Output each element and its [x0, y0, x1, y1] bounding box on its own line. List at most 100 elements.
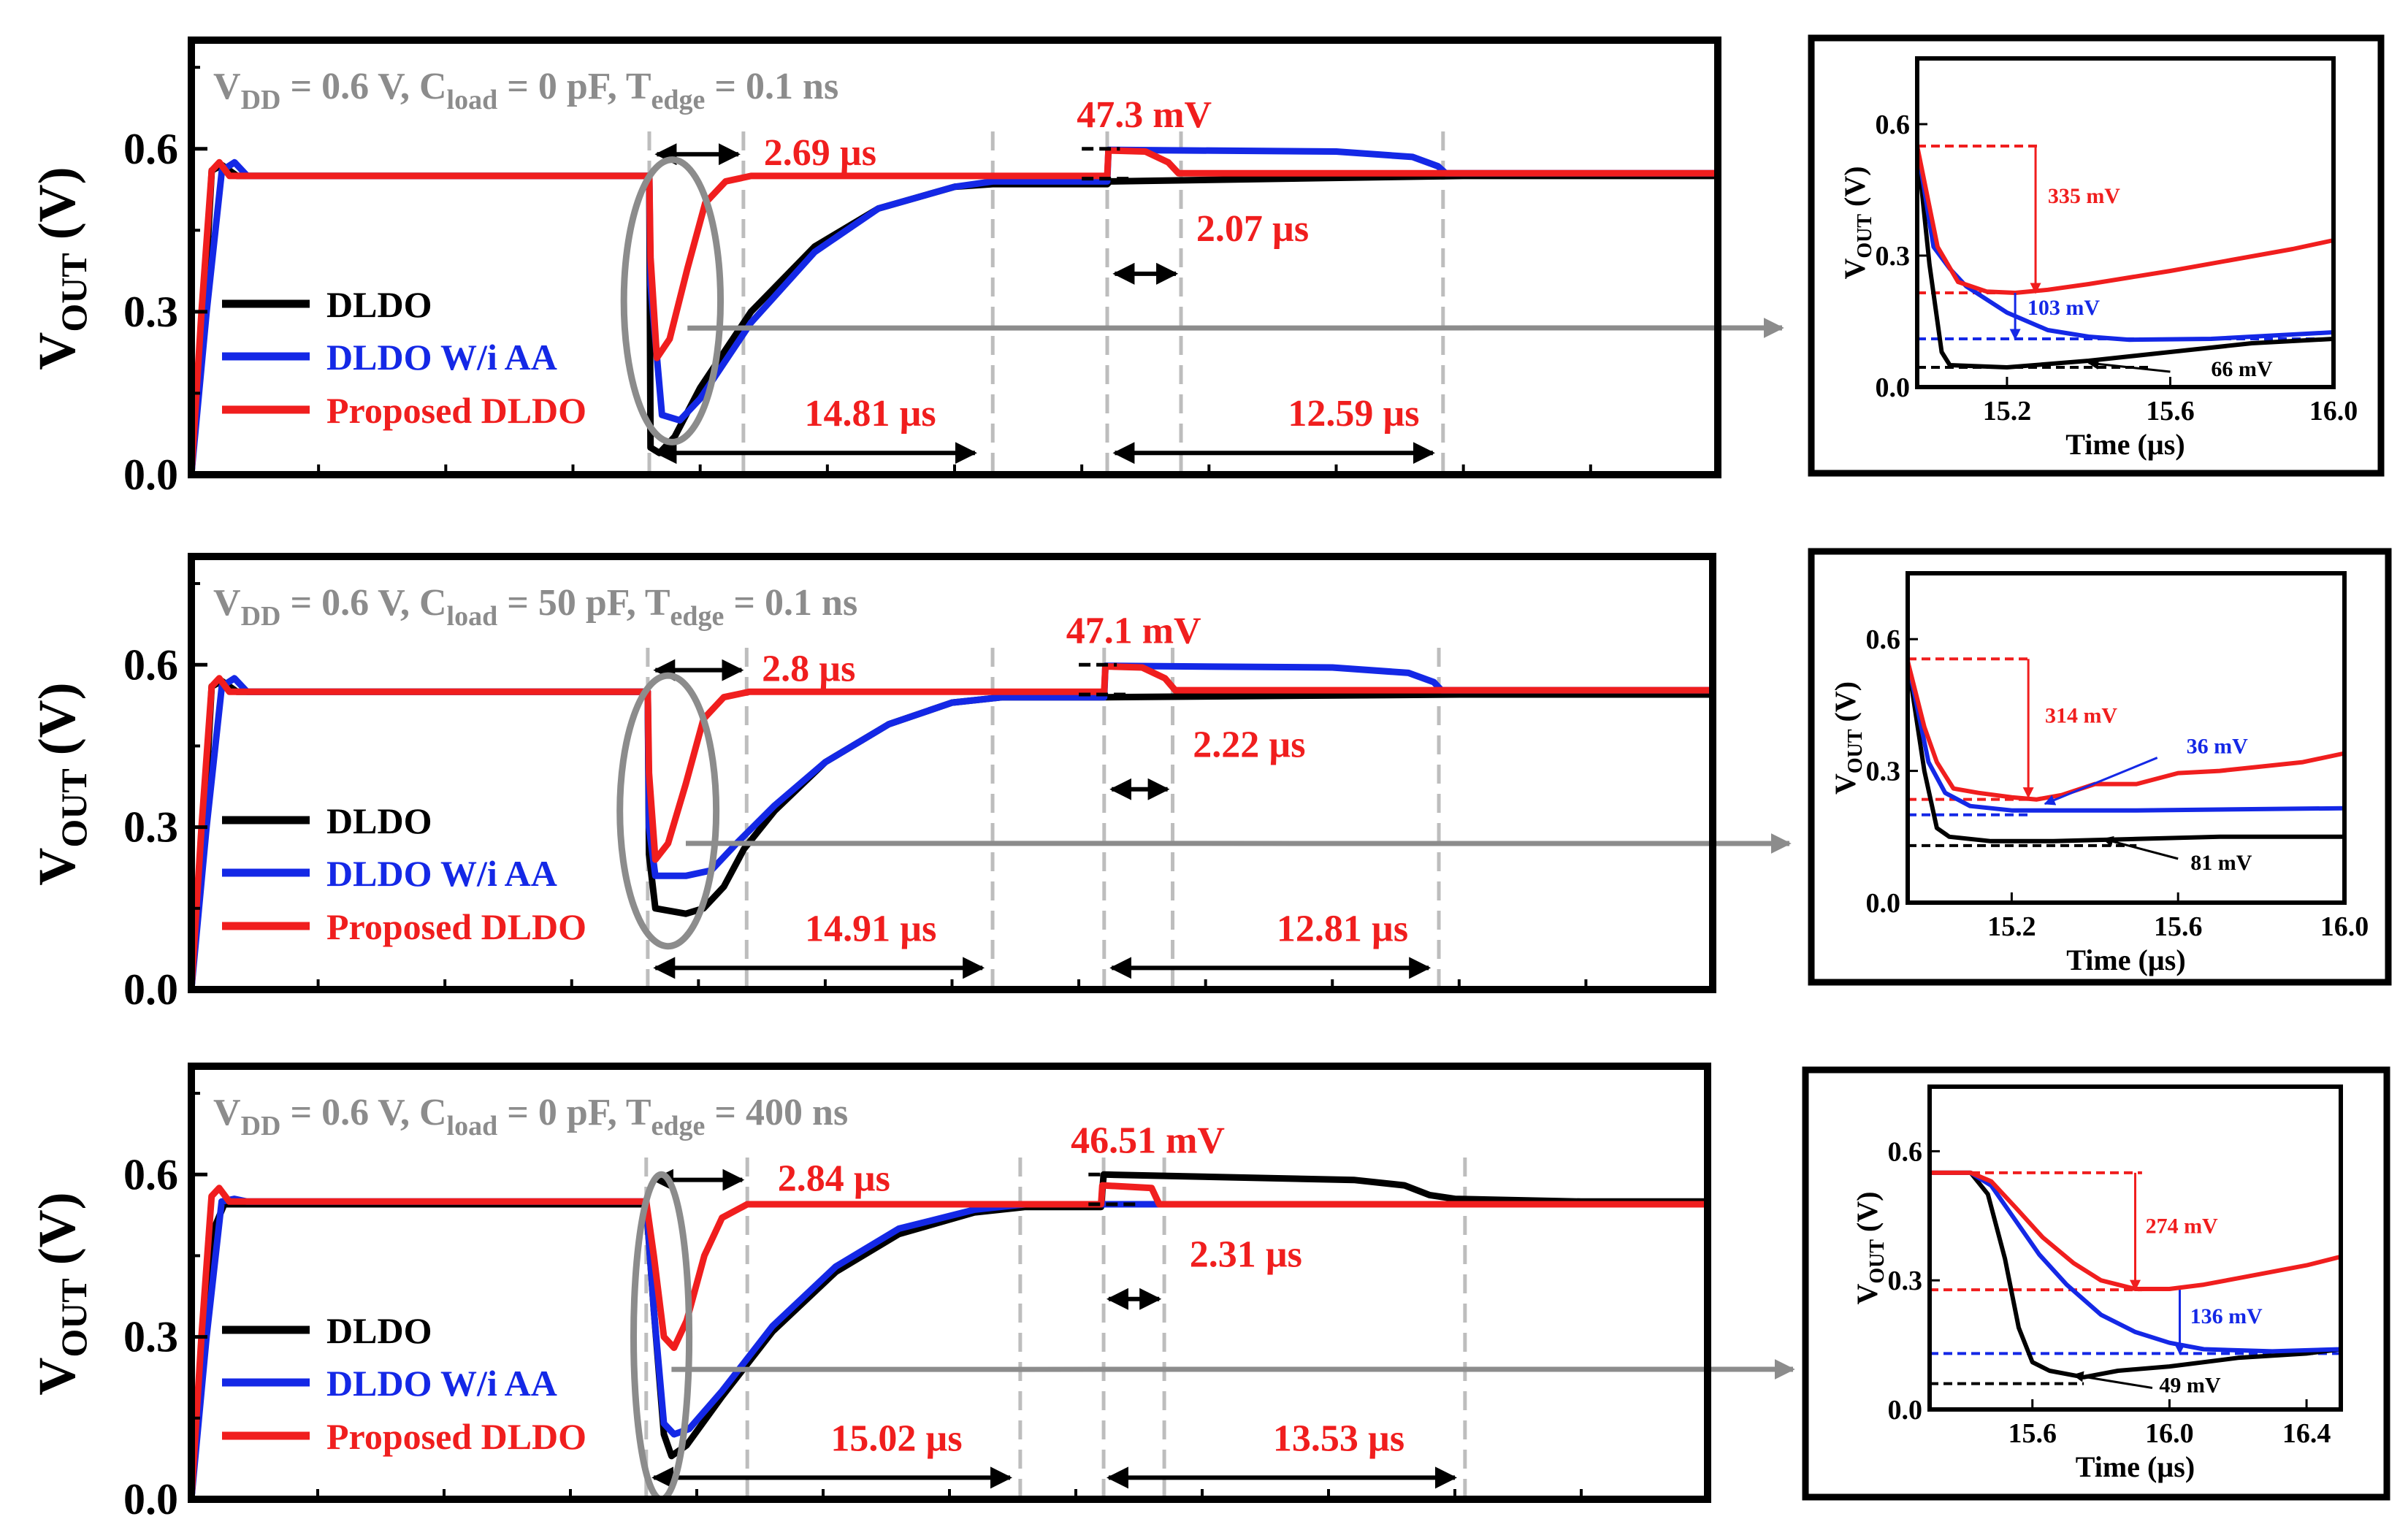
inset-x-tick-label: 16.0 — [2145, 1418, 2194, 1449]
y-tick-label: 0.6 — [123, 1150, 178, 1198]
y-tick-label: 0.0 — [123, 451, 178, 499]
inset-annotation: 36 mV — [2187, 735, 2248, 759]
inset-panel-2: 314 mV 36 mV 81 mV 0.0 0.3 0.6 15.2 15.6 16.0 Tim… — [1808, 548, 2392, 986]
inset-border — [1808, 548, 2392, 986]
inset-panel-3: 274 mV 136 mV 49 mV 0.0 0.3 0.6 15.6 16.0 16.4 Ti… — [1802, 1066, 2390, 1501]
inset-x-tick-label: 16.4 — [2282, 1418, 2331, 1449]
legend-label: DLDO W/i AA — [326, 1363, 557, 1404]
inset-series-dldo-w-i-aa — [1930, 1170, 2342, 1354]
inset-frame — [1927, 1084, 2343, 1412]
panel-title: VDD = 0.6 V, Cload = 0 pF, Tedge = 0.1 n… — [213, 66, 838, 115]
inset-x-axis-label: Time (µs) — [2076, 1450, 2195, 1483]
inset-series-dldo — [1915, 145, 2334, 370]
inset-y-tick-label: 0.6 — [1876, 110, 1911, 140]
annotation-label: 2.07 µs — [1196, 208, 1309, 250]
annotation-label: 47.3 mV — [1077, 94, 1212, 136]
inset-series-dldo-w-i-aa — [1906, 660, 2345, 813]
legend-label: DLDO — [326, 1310, 432, 1351]
y-tick-label: 0.3 — [123, 1313, 178, 1361]
inset-x-tick-label: 15.6 — [2154, 911, 2203, 942]
series-dldo-w-i-aa — [188, 146, 1718, 475]
y-tick-label: 0.6 — [123, 125, 178, 173]
inset-annotation: 314 mV — [2045, 703, 2117, 727]
annotation-label: 2.31 µs — [1190, 1233, 1302, 1275]
inset-y-tick-label: 0.3 — [1876, 241, 1911, 272]
annotation-label: 2.8 µs — [762, 648, 855, 689]
annotation-label: 12.81 µs — [1277, 908, 1408, 949]
inset-y-tick-label: 0.3 — [1866, 757, 1901, 787]
inset-y-tick-label: 0.6 — [1866, 624, 1901, 655]
legend-label: DLDO — [326, 800, 432, 841]
series-proposed-dldo — [188, 147, 1718, 475]
inset-pointer — [2072, 1371, 2153, 1390]
inset-x-tick-label: 16.0 — [2320, 911, 2369, 942]
inset-series-proposed-dldo — [1906, 660, 2345, 802]
inset-x-tick-label: 15.2 — [1983, 396, 2032, 426]
y-tick-label: 0.6 — [123, 640, 178, 689]
y-tick-label: 0.3 — [123, 803, 178, 852]
annotation-label: 14.91 µs — [805, 908, 936, 949]
annotation-label: 46.51 mV — [1071, 1120, 1225, 1162]
y-axis-label: VOUT (V) — [28, 1192, 94, 1395]
inset-y-axis-label: VOUT (V) — [1851, 1191, 1889, 1304]
inset-series-proposed-dldo — [1915, 145, 2334, 295]
annotation-label: 15.02 µs — [830, 1418, 962, 1459]
panel-title: VDD = 0.6 V, Cload = 0 pF, Tedge = 400 n… — [213, 1092, 848, 1141]
inset-annotation: 49 mV — [2159, 1373, 2220, 1397]
chart-panel-2: 0.0 0.3 0.6 VOUT (V) VDD = 0.6 V, Cload = 50… — [28, 553, 1792, 1014]
inset-y-tick-label: 0.0 — [1866, 888, 1901, 919]
inset-y-tick-label: 0.0 — [1876, 372, 1911, 403]
annotation-label: 13.53 µs — [1273, 1418, 1404, 1459]
annotation-label: 2.22 µs — [1193, 724, 1305, 765]
inset-annotation: 66 mV — [2211, 357, 2272, 381]
inset-x-axis-label: Time (µs) — [2065, 428, 2185, 461]
annotation-label: 2.69 µs — [764, 132, 876, 174]
inset-pointer — [2044, 757, 2158, 806]
y-tick-label: 0.0 — [123, 1475, 178, 1523]
inset-annotation: 335 mV — [2048, 184, 2120, 208]
inset-y-tick-label: 0.6 — [1888, 1136, 1923, 1167]
inset-x-tick-label: 16.0 — [2309, 396, 2358, 426]
zoom-ellipse — [620, 156, 725, 445]
inset-series-dldo — [1906, 660, 2344, 843]
inset-series-dldo — [1930, 1170, 2342, 1380]
series-proposed-dldo — [188, 1182, 1708, 1500]
inset-annotation: 274 mV — [2146, 1214, 2218, 1238]
inset-panel-1: 335 mV 103 mV 66 mV 0.0 0.3 0.6 15.2 15.6 16.0 Ti… — [1808, 34, 2385, 477]
annotation-label: 2.84 µs — [778, 1158, 890, 1199]
chart-panel-1: 0.0 0.3 0.6 VOUT (V) VDD = 0.6 V, Cload = 0 … — [28, 37, 1784, 499]
legend-label: DLDO — [326, 284, 432, 325]
legend-label: Proposed DLDO — [326, 906, 586, 947]
inset-x-axis-label: Time (µs) — [2066, 944, 2185, 976]
series-dldo-w-i-aa — [188, 662, 1713, 990]
series-proposed-dldo — [188, 663, 1713, 990]
y-axis-label: VOUT (V) — [28, 682, 94, 885]
inset-x-tick-label: 15.6 — [2008, 1418, 2057, 1449]
inset-pointer — [2087, 358, 2171, 373]
y-tick-label: 0.0 — [123, 965, 178, 1014]
inset-annotation: 81 mV — [2190, 851, 2252, 875]
legend-label: DLDO W/i AA — [326, 853, 557, 894]
inset-annotation: 136 mV — [2190, 1304, 2263, 1328]
panel-title: VDD = 0.6 V, Cload = 50 pF, Tedge = 0.1 … — [213, 582, 857, 632]
inset-y-tick-label: 0.3 — [1888, 1266, 1923, 1296]
inset-border — [1802, 1066, 2390, 1501]
legend-label: DLDO W/i AA — [326, 337, 557, 378]
inset-y-tick-label: 0.0 — [1888, 1395, 1923, 1426]
inset-pointer — [2102, 836, 2179, 860]
inset-frame — [1906, 571, 2347, 905]
y-axis-label: VOUT (V) — [28, 167, 94, 370]
inset-x-tick-label: 15.6 — [2146, 396, 2195, 426]
annotation-label: 47.1 mV — [1066, 611, 1201, 652]
legend-label: Proposed DLDO — [326, 390, 586, 431]
chart-panel-3: 0.0 0.3 0.6 VOUT (V) VDD = 0.6 V, Cload = 0 … — [28, 1063, 1795, 1523]
annotation-label: 14.81 µs — [804, 393, 936, 435]
y-tick-label: 0.3 — [123, 288, 178, 336]
inset-series-proposed-dldo — [1930, 1170, 2342, 1291]
legend-label: Proposed DLDO — [326, 1416, 586, 1457]
annotation-label: 12.59 µs — [1288, 393, 1419, 435]
inset-annotation: 103 mV — [2027, 296, 2100, 320]
inset-x-tick-label: 15.2 — [1987, 911, 2036, 942]
zoom-ellipse — [616, 672, 720, 950]
